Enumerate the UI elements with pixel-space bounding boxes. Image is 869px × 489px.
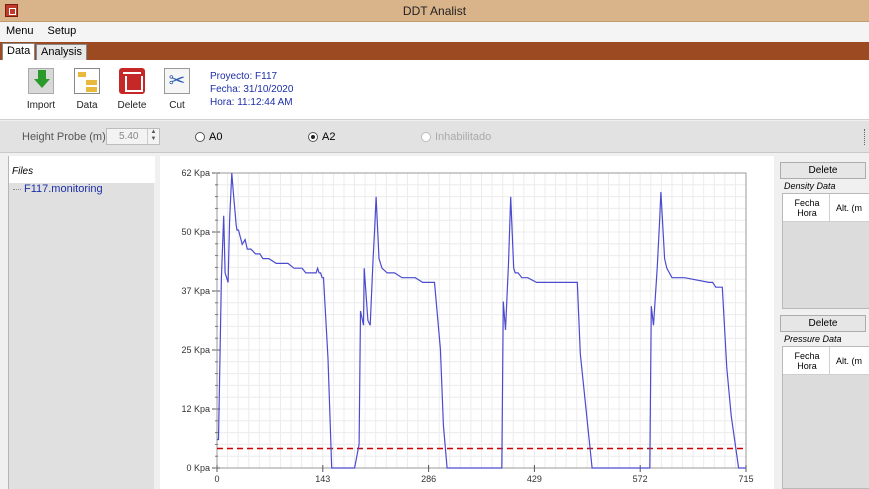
tab-strip: Data Analysis (0, 42, 869, 60)
radio-a0-label: A0 (209, 131, 223, 143)
pressure-series-line (217, 172, 746, 469)
radio-inhabilitado-label: Inhabilitado (435, 131, 492, 143)
data-button[interactable]: Data (70, 68, 104, 116)
x-tick-label: 572 (633, 474, 648, 484)
menu-item-setup[interactable]: Setup (47, 25, 77, 37)
menu-item-menu[interactable]: Menu (6, 25, 34, 37)
pressure-data-title: Pressure Data (784, 334, 842, 344)
menu-bar: Menu Setup (0, 22, 869, 42)
pressure-col-fecha: Fecha (794, 351, 820, 361)
density-col-fecha-hora[interactable]: Fecha Hora (791, 198, 823, 218)
y-tick-label: 0 Kpa (186, 463, 210, 473)
x-tick-label: 429 (527, 474, 542, 484)
x-tick-label: 143 (315, 474, 330, 484)
cut-label: Cut (169, 100, 185, 111)
density-data-title: Density Data (784, 181, 836, 191)
import-label: Import (26, 100, 56, 111)
y-tick-label: 25 Kpa (181, 345, 210, 355)
files-header: Files (9, 156, 155, 183)
pressure-col-hora: Hora (797, 361, 817, 371)
pressure-col-alt[interactable]: Alt. (m (829, 347, 869, 375)
x-tick-label: 286 (421, 474, 436, 484)
height-probe-spinner[interactable]: 5.40 ▲ ▼ (106, 128, 160, 145)
file-item[interactable]: F117.monitoring (9, 183, 155, 197)
window-title: DDT Analist (402, 4, 467, 18)
project-info: Proyecto: F117 Fecha: 31/10/2020 Hora: 1… (210, 70, 293, 109)
pressure-grid-header: Fecha Hora Alt. (m (783, 347, 869, 375)
project-date: Fecha: 31/10/2020 (210, 84, 294, 95)
delete-label: Delete (117, 100, 147, 111)
y-tick-label: 62 Kpa (181, 168, 210, 178)
tree-data-icon (74, 68, 100, 94)
title-bar: DDT Analist (0, 0, 869, 22)
radio-a2-label: A2 (322, 131, 336, 143)
y-tick-label: 12 Kpa (181, 404, 210, 414)
file-item-label: F117.monitoring (24, 183, 103, 195)
project-name: Proyecto: F117 (210, 71, 278, 82)
density-data-grid: Fecha Hora Alt. (m (782, 193, 869, 309)
height-probe-value: 5.40 (119, 131, 139, 142)
spinner-arrows-icon[interactable]: ▲ ▼ (147, 129, 159, 144)
density-grid-header: Fecha Hora Alt. (m (783, 194, 869, 222)
data-label: Data (76, 100, 98, 111)
cut-button[interactable]: ✂ Cut (160, 68, 194, 116)
pressure-chart: 0 Kpa 12 Kpa 25 Kpa 37 Kpa 50 Kpa 62 Kpa 0 143 2… (160, 156, 774, 489)
radio-a2[interactable] (308, 132, 318, 142)
grip-icon[interactable] (864, 129, 867, 145)
trash-icon (119, 68, 145, 94)
app-icon (5, 4, 18, 17)
pressure-delete-button[interactable]: Delete (780, 315, 866, 332)
options-bar: Height Probe (m): 5.40 ▲ ▼ A0 A2 Inhabili… (0, 121, 869, 153)
density-col-hora: Hora (797, 208, 817, 218)
scissors-icon: ✂ (164, 68, 190, 94)
chart-svg: 0 Kpa 12 Kpa 25 Kpa 37 Kpa 50 Kpa 62 Kpa 0 143 2… (181, 168, 753, 484)
density-col-alt[interactable]: Alt. (m (829, 194, 869, 222)
density-col-fecha: Fecha (794, 198, 820, 208)
data-side-panel: Delete Density Data Fecha Hora Alt. (m De… (774, 156, 869, 489)
tab-data[interactable]: Data (2, 43, 36, 60)
radio-inhabilitado (421, 132, 431, 142)
import-icon (28, 68, 54, 94)
delete-button[interactable]: Delete (115, 68, 149, 116)
tab-analysis[interactable]: Analysis (36, 44, 87, 60)
files-panel: Files F117.monitoring (8, 156, 155, 489)
pressure-data-grid: Fecha Hora Alt. (m (782, 346, 869, 489)
pressure-col-fecha-hora[interactable]: Fecha Hora (791, 351, 823, 371)
x-tick-label: 715 (738, 474, 753, 484)
y-tick-label: 37 Kpa (181, 286, 210, 296)
import-button[interactable]: Import (24, 68, 58, 116)
x-tick-label: 0 (214, 474, 219, 484)
y-tick-label: 50 Kpa (181, 227, 210, 237)
toolbar: Import Data Delete ✂ Cut Proyecto: F117 … (0, 60, 869, 120)
project-time: Hora: 11:12:44 AM (210, 97, 293, 108)
density-delete-button[interactable]: Delete (780, 162, 866, 179)
height-probe-label: Height Probe (m): (22, 131, 109, 143)
radio-a0[interactable] (195, 132, 205, 142)
